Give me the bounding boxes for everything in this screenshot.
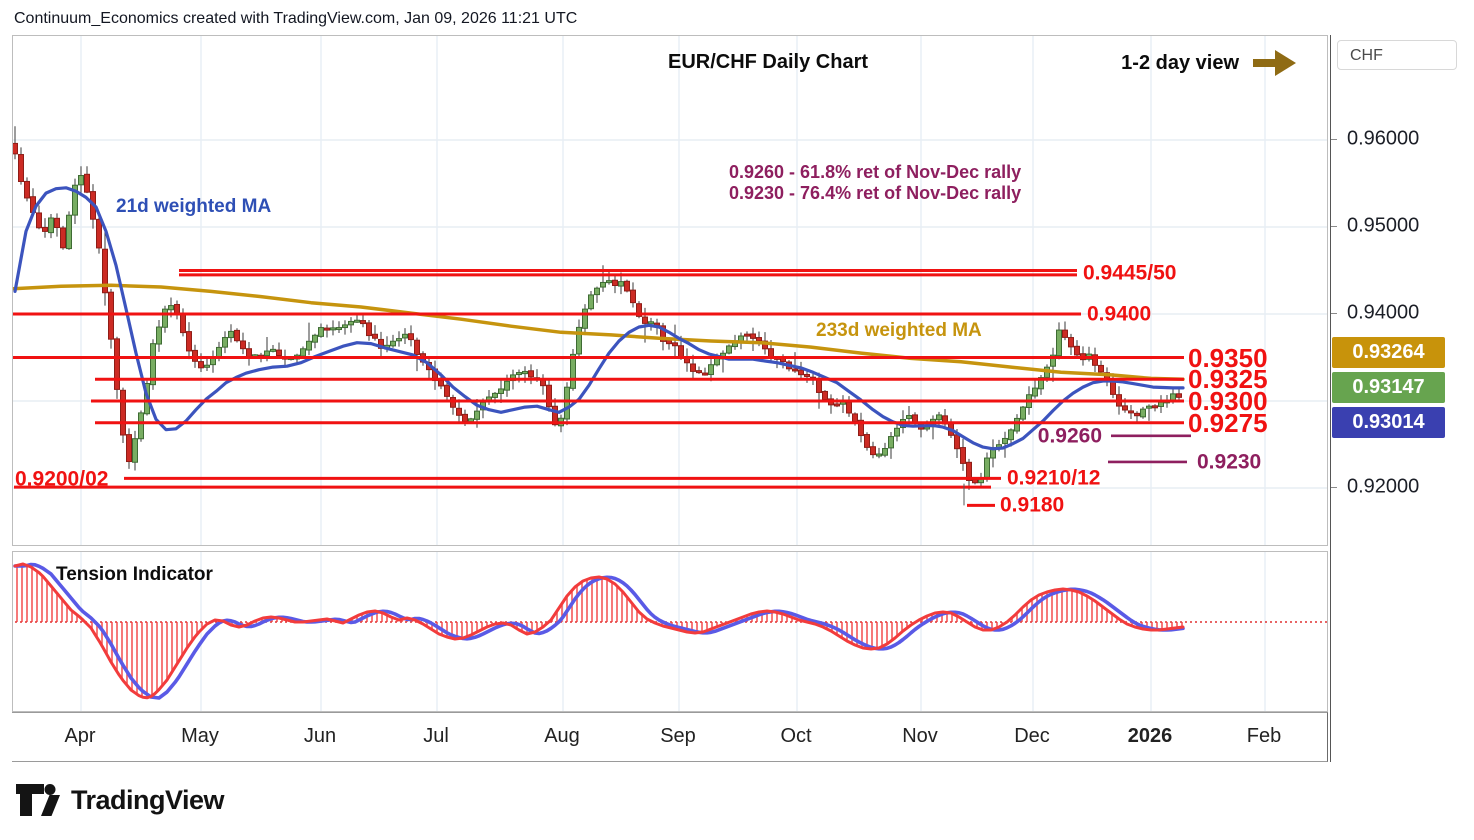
time-axis-label: Feb xyxy=(1246,725,1282,747)
ma233-label: 233d weighted MA xyxy=(816,320,982,341)
credit-text: Continuum_Economics created with Trading… xyxy=(14,10,578,27)
time-axis-label: May xyxy=(181,725,219,747)
tradingview-logo-icon xyxy=(16,784,60,816)
view-note-text: 1-2 day view xyxy=(1121,52,1239,74)
time-axis-label: Dec xyxy=(1014,725,1050,747)
axis-tick-mark xyxy=(1331,313,1337,314)
chart-title: EUR/CHF Daily Chart xyxy=(667,51,869,73)
time-axis-label: Aug xyxy=(544,725,580,747)
price-axis-label: 0.95000 xyxy=(1347,214,1420,237)
price-tag: 0.93014 xyxy=(1332,407,1445,438)
price-axis-label: 0.94000 xyxy=(1347,301,1420,324)
axis-tick-mark xyxy=(1331,139,1337,140)
symbol-currency-box: CHF xyxy=(1337,40,1457,70)
time-axis-label: Sep xyxy=(660,725,696,747)
time-axis-label: Nov xyxy=(902,725,938,747)
ma21-label: 21d weighted MA xyxy=(116,196,272,217)
arrow-right-icon xyxy=(1251,48,1297,78)
price-chart-canvas[interactable] xyxy=(13,36,1327,545)
time-axis[interactable]: Apr May Jun Jul Aug Sep Oct Nov Dec 2026 Feb xyxy=(12,712,1328,762)
price-axis-label: 0.96000 xyxy=(1347,127,1420,150)
price-axis-label: 0.92000 xyxy=(1347,475,1420,498)
time-axis-label: Jul xyxy=(423,725,449,747)
fib-annotation-618: 0.9260 - 61.8% ret of Nov-Dec rally xyxy=(729,162,1022,182)
axis-tick-mark xyxy=(1331,487,1337,488)
price-tag: 0.93147 xyxy=(1332,372,1445,403)
price-tag: 0.93264 xyxy=(1332,337,1445,368)
tension-chart-canvas[interactable] xyxy=(13,552,1327,711)
price-panel[interactable]: 0.9445/50 0.9400 0.9350 0.9325 0.9300 0.9275 0… xyxy=(12,35,1328,546)
time-axis-label: Oct xyxy=(780,725,812,747)
price-axis[interactable]: CHF 0.96000 0.95000 0.94000 0.92000 0.93264 0… xyxy=(1330,35,1474,762)
tension-indicator-title: Tension Indicator xyxy=(56,564,213,585)
time-axis-label: Apr xyxy=(64,725,96,747)
tradingview-logo[interactable]: TradingView xyxy=(15,783,225,817)
time-axis-label: 2026 xyxy=(1127,725,1173,747)
fib-annotation-764: 0.9230 - 76.4% ret of Nov-Dec rally xyxy=(729,183,1022,203)
axis-tick-mark xyxy=(1331,226,1337,227)
tension-panel[interactable]: Tension Indicator xyxy=(12,551,1328,712)
tradingview-logo-text: TradingView xyxy=(71,784,225,815)
time-axis-label: Jun xyxy=(303,725,337,747)
